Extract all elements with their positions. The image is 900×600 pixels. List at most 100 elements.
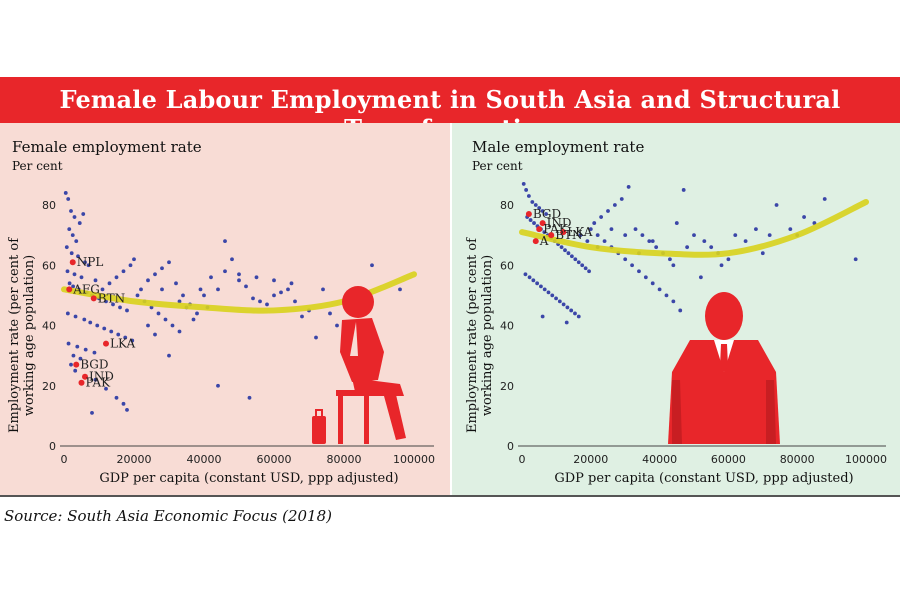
male-data-point (531, 278, 536, 283)
female-data-point (78, 356, 83, 361)
female-data-point (237, 272, 241, 277)
male-data-point (788, 227, 793, 232)
female-x-tick-label: 100000 (393, 453, 435, 466)
female-data-point (195, 311, 199, 316)
female-country-point-npl (69, 259, 76, 266)
female-data-point (146, 323, 150, 328)
female-country-label-bgd: BGD (80, 358, 108, 372)
female-data-point (167, 353, 171, 358)
female-x-tick-label: 20000 (117, 453, 152, 466)
male-data-point (602, 239, 607, 244)
female-data-point (146, 278, 150, 283)
male-data-point (664, 293, 669, 298)
male-data-point (566, 251, 571, 256)
male-data-point (743, 239, 748, 244)
female-data-point (153, 272, 157, 277)
male-data-point (583, 266, 588, 271)
female-data-point (95, 323, 100, 328)
female-data-point (251, 296, 255, 301)
male-data-point (630, 263, 634, 268)
female-data-point (86, 263, 91, 268)
female-country-label-afg: AFG (72, 282, 100, 296)
male-data-point (760, 251, 765, 256)
female-data-point (79, 275, 84, 280)
male-data-point (576, 260, 581, 265)
female-data-point (170, 323, 175, 328)
male-data-point (674, 221, 679, 225)
male-data-point (544, 212, 548, 216)
male-country-point-pak (536, 226, 543, 233)
female-data-point (90, 410, 94, 415)
female-data-point (77, 221, 82, 225)
male-data-point (533, 203, 538, 207)
male-data-point (564, 320, 569, 325)
female-data-point (107, 281, 112, 286)
female-data-point (63, 191, 68, 195)
female-data-point (247, 395, 252, 400)
male-country-label-btn: BTN (555, 228, 582, 242)
female-country-label-pak: PAK (86, 376, 112, 390)
female-data-point (67, 227, 72, 232)
female-data-point (93, 377, 98, 382)
male-data-point (573, 311, 577, 316)
male-data-point (633, 227, 638, 232)
female-data-point (118, 305, 122, 310)
female-data-point (335, 323, 339, 328)
female-data-point (75, 344, 80, 349)
female-data-point (139, 287, 143, 292)
male-data-point (592, 221, 597, 225)
female-data-point (69, 362, 73, 367)
male-data-point (540, 314, 545, 319)
female-country-point-lka (103, 340, 109, 347)
male-data-point (569, 308, 574, 313)
female-data-point (177, 329, 182, 334)
male-data-point (822, 197, 827, 201)
male-country-point-bgd (525, 211, 532, 218)
male-country-point-ind (539, 220, 546, 227)
female-panel-unit: Per cent (12, 159, 63, 173)
male-data-point (523, 272, 528, 277)
female-data-point (174, 281, 178, 286)
male-data-point (528, 218, 533, 222)
female-data-point (132, 257, 136, 262)
male-x-tick-label: 100000 (845, 453, 887, 466)
male-data-point (609, 227, 614, 232)
male-data-point (643, 275, 648, 280)
female-chart: 0 20 40 60 80 0 20000 40000 60000 80000 100000 GDP … (7, 191, 435, 486)
female-data-point (130, 338, 135, 343)
female-data-point (88, 320, 93, 325)
male-data-point (698, 275, 703, 280)
title-banner: Female Labour Employment in South Asia a… (0, 77, 900, 143)
female-x-tick-label: 80000 (327, 453, 362, 466)
female-data-point (177, 299, 182, 304)
female-data-point (216, 287, 220, 292)
male-data-point (637, 269, 641, 274)
female-data-point (123, 335, 128, 340)
female-data-point (167, 260, 171, 265)
female-data-point (69, 251, 74, 256)
female-data-point (69, 209, 73, 213)
male-data-point (540, 209, 545, 213)
female-data-point (121, 401, 126, 406)
male-trend-line (519, 198, 869, 258)
male-x-axis-label: GDP per capita (constant USD, ppp adjust… (554, 471, 853, 486)
male-data-point (709, 245, 714, 250)
female-data-point (66, 341, 71, 346)
male-x-tick-label: 60000 (711, 453, 746, 466)
female-data-point (328, 311, 332, 316)
female-x-tick-label: 40000 (187, 453, 222, 466)
male-data-point (526, 194, 531, 198)
female-country-label-npl: NPL (77, 255, 104, 269)
female-data-point (125, 308, 129, 313)
divider-line (0, 495, 900, 497)
male-data-point (702, 239, 707, 244)
female-data-point (128, 263, 133, 268)
female-data-point (125, 407, 129, 412)
male-data-point (542, 287, 547, 292)
male-data-point (668, 257, 672, 262)
male-data-point (559, 245, 564, 250)
female-country-point-ind (82, 373, 88, 380)
female-data-point (104, 299, 108, 304)
male-data-point (853, 257, 858, 262)
female-country-point-bgd (73, 361, 80, 368)
